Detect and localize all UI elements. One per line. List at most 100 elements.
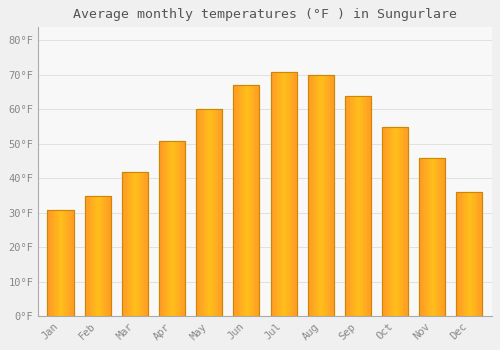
Bar (164, 140, 166, 316)
Bar (202, 110, 204, 316)
Bar (346, 96, 348, 316)
Bar (332, 75, 334, 316)
Bar (436, 158, 438, 316)
Bar (134, 172, 135, 316)
Bar (234, 85, 236, 316)
Bar (94, 196, 95, 316)
Bar (403, 127, 404, 316)
Bar (272, 71, 273, 316)
Bar (477, 192, 478, 316)
Bar (464, 192, 466, 316)
Bar (322, 75, 324, 316)
Bar (86, 196, 88, 316)
Bar (95, 196, 96, 316)
Bar (438, 158, 440, 316)
Bar (132, 172, 134, 316)
Bar (456, 192, 482, 316)
Bar (52, 210, 54, 316)
Bar (456, 192, 482, 316)
Bar (72, 210, 74, 316)
Bar (234, 85, 260, 316)
Bar (162, 140, 163, 316)
Bar (253, 85, 254, 316)
Bar (386, 127, 387, 316)
Bar (398, 127, 399, 316)
Bar (210, 110, 212, 316)
Bar (270, 71, 272, 316)
Bar (140, 172, 141, 316)
Bar (142, 172, 144, 316)
Bar (382, 127, 408, 316)
Bar (468, 192, 469, 316)
Bar (209, 110, 210, 316)
Bar (67, 210, 68, 316)
Bar (252, 85, 253, 316)
Bar (367, 96, 368, 316)
Bar (208, 110, 209, 316)
Bar (308, 75, 334, 316)
Bar (100, 196, 102, 316)
Bar (467, 192, 468, 316)
Bar (281, 71, 282, 316)
Bar (360, 96, 362, 316)
Bar (282, 71, 284, 316)
Bar (180, 140, 181, 316)
Bar (309, 75, 310, 316)
Bar (91, 196, 92, 316)
Bar (327, 75, 328, 316)
Bar (170, 140, 172, 316)
Bar (366, 96, 367, 316)
Bar (458, 192, 459, 316)
Bar (182, 140, 184, 316)
Bar (345, 96, 371, 316)
Bar (70, 210, 71, 316)
Bar (390, 127, 391, 316)
Bar (481, 192, 482, 316)
Bar (58, 210, 59, 316)
Bar (198, 110, 199, 316)
Bar (345, 96, 371, 316)
Bar (345, 96, 346, 316)
Bar (285, 71, 286, 316)
Bar (250, 85, 252, 316)
Bar (466, 192, 467, 316)
Bar (363, 96, 364, 316)
Bar (470, 192, 472, 316)
Bar (274, 71, 276, 316)
Bar (71, 210, 72, 316)
Bar (128, 172, 130, 316)
Bar (238, 85, 240, 316)
Bar (258, 85, 260, 316)
Bar (172, 140, 174, 316)
Bar (423, 158, 424, 316)
Bar (428, 158, 430, 316)
Bar (176, 140, 177, 316)
Bar (184, 140, 185, 316)
Bar (107, 196, 108, 316)
Bar (48, 210, 49, 316)
Bar (284, 71, 285, 316)
Bar (144, 172, 145, 316)
Bar (108, 196, 110, 316)
Bar (122, 172, 123, 316)
Bar (196, 110, 198, 316)
Bar (474, 192, 476, 316)
Bar (131, 172, 132, 316)
Bar (88, 196, 90, 316)
Bar (432, 158, 434, 316)
Bar (196, 110, 222, 316)
Bar (206, 110, 208, 316)
Bar (478, 192, 480, 316)
Bar (159, 140, 160, 316)
Bar (90, 196, 91, 316)
Bar (392, 127, 394, 316)
Bar (352, 96, 354, 316)
Bar (328, 75, 330, 316)
Bar (248, 85, 249, 316)
Bar (204, 110, 206, 316)
Bar (460, 192, 462, 316)
Bar (199, 110, 200, 316)
Bar (244, 85, 245, 316)
Bar (48, 210, 74, 316)
Bar (404, 127, 406, 316)
